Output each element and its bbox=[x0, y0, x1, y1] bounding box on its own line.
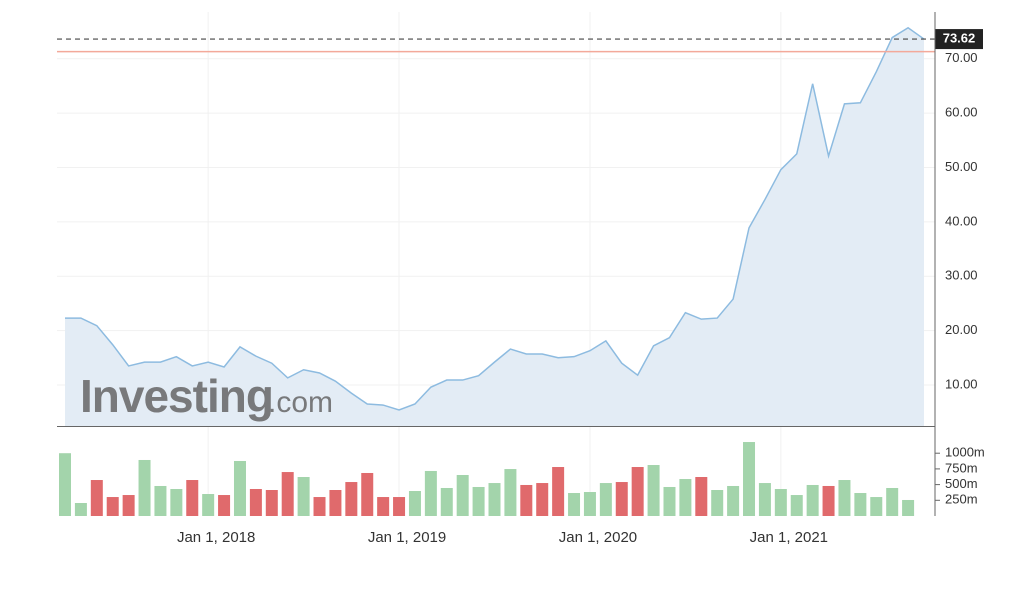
marks bbox=[57, 26, 983, 516]
watermark-suffix: .com bbox=[268, 386, 333, 419]
volume-bar bbox=[679, 479, 692, 516]
volume-bar bbox=[233, 460, 246, 516]
volume-bar bbox=[488, 483, 501, 516]
volume-bar bbox=[297, 477, 310, 516]
volume-bar bbox=[552, 467, 565, 516]
y-tick-label: 40.00 bbox=[945, 213, 978, 228]
volume-bar bbox=[408, 491, 421, 516]
volume-bar bbox=[154, 485, 167, 516]
volume-bar bbox=[758, 483, 771, 516]
volume-bar bbox=[106, 497, 119, 516]
volume-bar bbox=[90, 480, 103, 516]
volume-bar bbox=[647, 465, 660, 516]
volume-bar bbox=[504, 469, 517, 516]
volume-bar bbox=[838, 480, 851, 516]
price-line bbox=[65, 26, 925, 411]
volume-bar bbox=[743, 442, 756, 516]
y-tick-label: 50.00 bbox=[945, 159, 978, 174]
volume-bar bbox=[393, 497, 406, 516]
volume-bar bbox=[265, 490, 278, 516]
y-tick-label: 10.00 bbox=[945, 376, 978, 391]
volume-bar bbox=[663, 486, 676, 516]
volume-bar bbox=[583, 492, 596, 516]
volume-bar bbox=[631, 467, 644, 516]
volume-bar bbox=[361, 472, 374, 516]
volume-tick-label: 1000m bbox=[945, 445, 985, 460]
volume-bar bbox=[886, 487, 899, 516]
volume-bar bbox=[313, 497, 326, 516]
x-tick-label: Jan 1, 2018 bbox=[177, 529, 255, 546]
volume-bar bbox=[790, 495, 803, 516]
y-tick-label: 30.00 bbox=[945, 268, 978, 283]
last-price-box bbox=[935, 29, 983, 50]
volume-bar bbox=[727, 485, 740, 516]
volume-bar bbox=[472, 486, 485, 516]
volume-bar bbox=[345, 482, 358, 516]
volume-bar bbox=[568, 493, 581, 516]
volume-bar bbox=[186, 480, 199, 516]
volume-bar bbox=[281, 472, 294, 516]
y-tick-label: 60.00 bbox=[945, 105, 978, 120]
last-price-label: 73.62 bbox=[943, 31, 976, 46]
volume-bar bbox=[711, 490, 724, 516]
volume-bar bbox=[806, 484, 819, 516]
volume-bar bbox=[774, 488, 787, 516]
x-tick-label: Jan 1, 2020 bbox=[559, 529, 637, 546]
volume-bar bbox=[902, 499, 915, 516]
x-tick-label: Jan 1, 2019 bbox=[368, 529, 446, 546]
volume-bar bbox=[329, 490, 342, 516]
volume-bar bbox=[122, 495, 135, 516]
volume-bar bbox=[615, 482, 628, 516]
volume-bar bbox=[854, 493, 867, 516]
axes bbox=[57, 12, 936, 516]
volume-bar bbox=[170, 488, 183, 516]
volume-bar bbox=[695, 477, 708, 516]
volume-bar bbox=[377, 497, 390, 516]
volume-bar bbox=[138, 459, 151, 516]
volume-tick-label: 250m bbox=[945, 492, 978, 507]
volume-bar bbox=[424, 470, 437, 516]
volume-bar bbox=[202, 494, 215, 516]
volume-bar bbox=[218, 495, 231, 516]
volume-bar bbox=[536, 483, 549, 516]
volume-bar bbox=[599, 483, 612, 516]
volume-bar bbox=[249, 488, 262, 516]
volume-bar bbox=[59, 453, 71, 516]
volume-bar bbox=[440, 487, 453, 516]
volume-bar bbox=[870, 497, 883, 516]
volume-tick-label: 750m bbox=[945, 460, 978, 475]
volume-bar bbox=[74, 503, 87, 516]
volume-bar bbox=[822, 485, 835, 516]
volume-bar bbox=[456, 474, 469, 516]
y-tick-label: 70.00 bbox=[945, 50, 978, 65]
volume-bar bbox=[520, 484, 533, 516]
x-tick-label: Jan 1, 2021 bbox=[750, 529, 828, 546]
watermark-brand: Investing bbox=[80, 370, 273, 422]
y-tick-label: 20.00 bbox=[945, 322, 978, 337]
volume-tick-label: 500m bbox=[945, 476, 978, 491]
price-area bbox=[65, 27, 924, 427]
